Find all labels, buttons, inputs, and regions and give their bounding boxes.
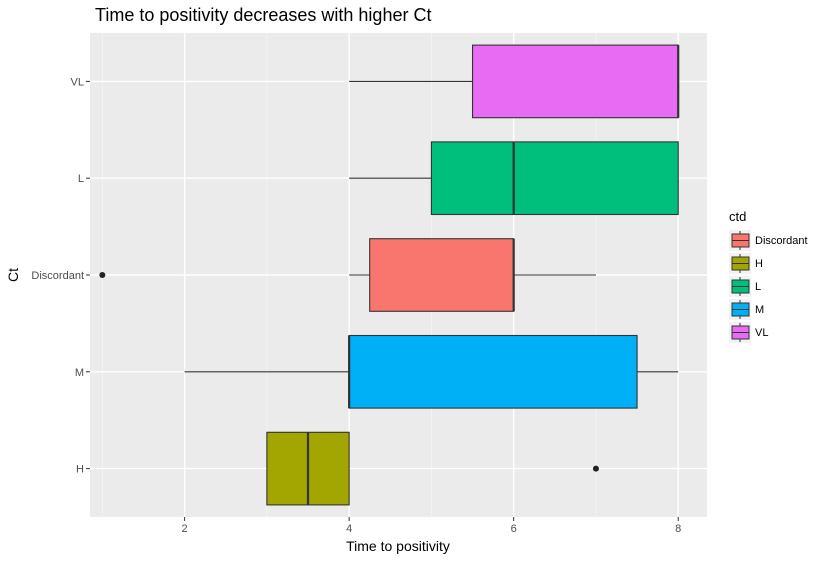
x-axis-title: Time to positivity [346, 538, 450, 554]
y-axis: H M Discordant L VL [31, 76, 90, 476]
y-tick-label: M [75, 367, 84, 379]
chart-title: Time to positivity decreases with higher… [95, 5, 431, 25]
box-iqr [471, 44, 679, 119]
legend-title: ctd [729, 209, 746, 224]
box-l [349, 141, 679, 216]
y-axis-title: Ct [5, 268, 21, 282]
x-axis: 2 4 6 8 [182, 517, 681, 535]
box-discordant [99, 238, 596, 312]
x-tick-label: 4 [346, 523, 352, 535]
box-h [266, 431, 599, 506]
y-tick-label: L [78, 173, 84, 185]
legend-label: H [755, 258, 763, 270]
outlier-point [99, 272, 106, 278]
x-tick-label: 2 [182, 523, 188, 535]
outlier-point [592, 465, 599, 472]
box-vl [349, 44, 680, 119]
y-tick-label: VL [71, 76, 84, 88]
y-tick-label: H [76, 464, 84, 476]
legend-label: VL [755, 327, 768, 339]
box-iqr [430, 141, 679, 216]
legend-label: L [755, 281, 761, 293]
box-group [99, 44, 680, 506]
box-m [184, 334, 679, 409]
legend: ctd Discordant HLM VL [729, 209, 808, 343]
legend-label: Discordant [755, 235, 808, 247]
legend-label: M [755, 304, 764, 316]
x-tick-label: 6 [511, 523, 517, 535]
x-tick-label: 8 [675, 523, 681, 535]
box-iqr [348, 334, 638, 409]
y-tick-label: Discordant [31, 270, 84, 282]
box-iqr [369, 238, 515, 312]
